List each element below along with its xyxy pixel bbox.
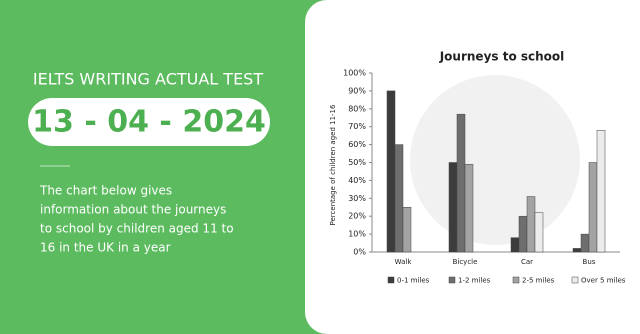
legend-swatch <box>571 276 579 284</box>
bar <box>394 144 404 253</box>
y-tick-label: 80% <box>348 104 366 113</box>
bar <box>588 162 598 253</box>
y-tick-label: 20% <box>348 212 366 221</box>
x-tick-label: Bicycle <box>453 258 478 266</box>
date: 13 - 04 - 2024 <box>32 105 266 140</box>
y-tick-label: 0% <box>353 248 366 257</box>
header-title: IELTS WRITING ACTUAL TEST <box>33 70 263 89</box>
legend-label: 0-1 miles <box>397 277 430 285</box>
legend-label: Over 5 miles <box>581 277 626 285</box>
plot: 0% 10% 20% 30% 40% 50% 60% 70% 80% 90% 100% Walk Bic… <box>343 69 626 285</box>
watermark <box>410 75 580 245</box>
legend-label: 1-2 miles <box>458 277 491 285</box>
description-line: 16 in the UK in a year <box>40 241 171 255</box>
x-tick-label: Bus <box>583 258 596 266</box>
y-tick-label: 40% <box>348 176 366 185</box>
y-tick-label: 100% <box>343 69 366 78</box>
bar <box>526 196 536 253</box>
bar <box>386 90 396 253</box>
bar <box>580 233 590 253</box>
description: The chart below gives information about t… <box>39 184 234 255</box>
bar <box>402 207 412 253</box>
description-line: to school by children aged 11 to <box>40 222 234 236</box>
y-tick-label: 90% <box>348 86 366 95</box>
bar <box>448 162 458 253</box>
x-tick-label: Car <box>521 258 533 266</box>
x-tick-label: Walk <box>395 258 413 266</box>
bar <box>464 164 474 253</box>
y-axis-label: Percentage of children aged 11-16 <box>329 104 337 225</box>
bar <box>596 130 606 253</box>
date-pill <box>28 98 270 146</box>
y-tick-label: 10% <box>348 230 366 239</box>
bar <box>456 113 466 253</box>
chart-title: Journeys to school <box>439 50 565 64</box>
bar <box>572 248 582 253</box>
legend-swatch <box>387 276 395 284</box>
legend-swatch <box>448 276 456 284</box>
y-tick-label: 60% <box>348 140 366 149</box>
description-line: The chart below gives <box>39 184 172 198</box>
legend-label: 2-5 miles <box>522 277 555 285</box>
bar <box>510 237 520 253</box>
y-tick-label: 30% <box>348 194 366 203</box>
y-tick-label: 70% <box>348 122 366 131</box>
legend-swatch <box>512 276 520 284</box>
description-line: information about the journeys <box>40 203 226 217</box>
bar <box>518 215 528 253</box>
bar <box>534 212 544 253</box>
y-tick-label: 50% <box>348 158 366 167</box>
